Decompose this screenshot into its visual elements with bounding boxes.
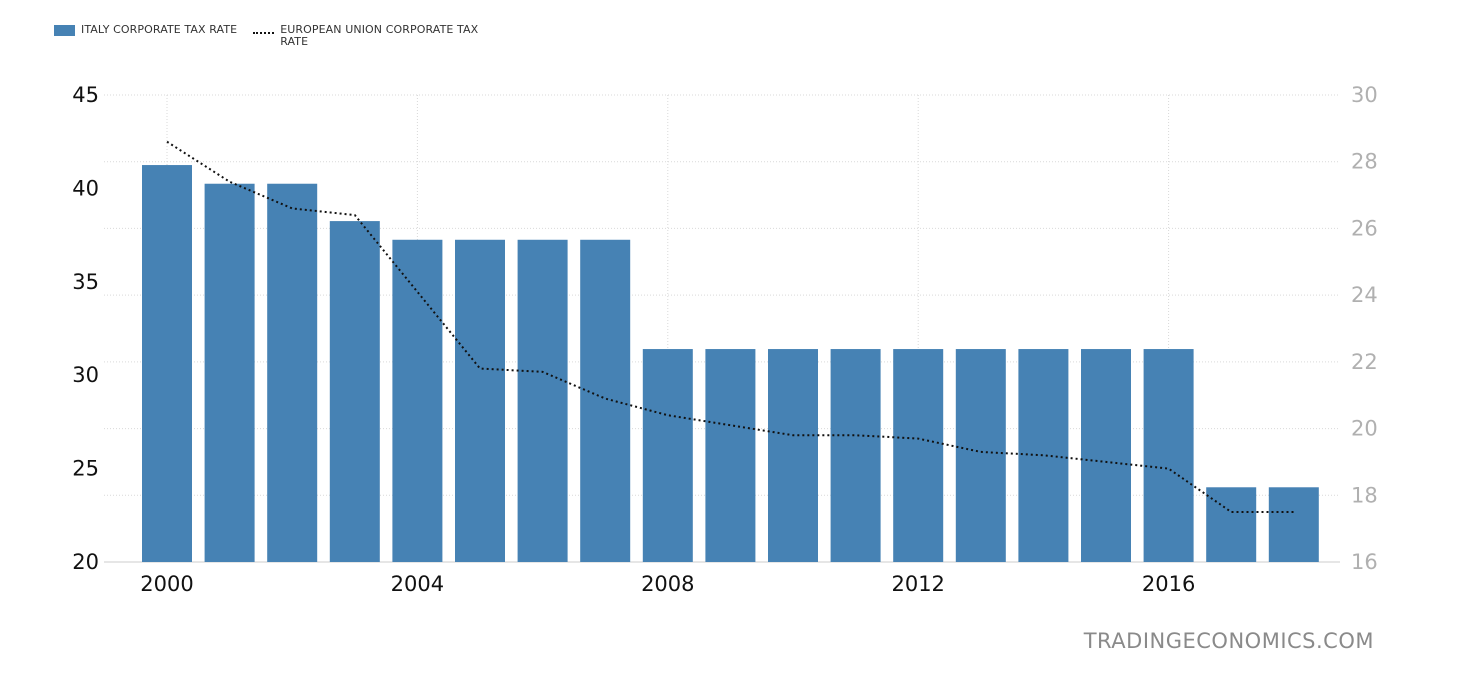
- legend-label-italy: ITALY CORPORATE TAX RATE: [81, 23, 238, 36]
- line-series: [166, 140, 1294, 513]
- bar-2011[interactable]: [830, 349, 881, 562]
- legend-swatch-bar: [54, 25, 75, 36]
- y-left-tick-label: 25: [72, 457, 99, 481]
- x-tick-label: 2012: [891, 572, 944, 596]
- bar-2016[interactable]: [1143, 349, 1194, 562]
- y-right-tick-label: 26: [1351, 216, 1378, 240]
- y-right-tick-label: 30: [1351, 83, 1378, 107]
- legend-swatch-line: [253, 32, 275, 34]
- bar-2001[interactable]: [204, 183, 255, 563]
- y-left-tick-label: 30: [72, 363, 99, 387]
- bar-2007[interactable]: [580, 239, 631, 562]
- bar-2003[interactable]: [329, 221, 380, 562]
- x-tick-label: 2004: [391, 572, 444, 596]
- watermark: TRADINGECONOMICS.COM: [1083, 629, 1374, 653]
- x-tick-label: 2016: [1142, 572, 1195, 596]
- legend-item-italy[interactable]: ITALY CORPORATE TAX RATE: [54, 24, 237, 36]
- bar-2013[interactable]: [955, 349, 1006, 562]
- bar-2015[interactable]: [1081, 349, 1131, 562]
- y-right-tick-label: 16: [1351, 550, 1378, 574]
- y-left-tick-label: 20: [72, 550, 99, 574]
- bar-2017[interactable]: [1206, 487, 1257, 562]
- bar-2012[interactable]: [893, 349, 944, 562]
- x-tick-label: 2000: [140, 572, 193, 596]
- y-right-tick-label: 20: [1351, 417, 1378, 441]
- legend-label-eu: EUROPEAN UNION CORPORATE TAX RATE: [280, 23, 479, 48]
- y-right-tick-label: 24: [1351, 283, 1378, 307]
- legend: ITALY CORPORATE TAX RATE EUROPEAN UNION …: [54, 24, 496, 48]
- y-left-tick-label: 45: [72, 83, 99, 107]
- bar-2014[interactable]: [1018, 349, 1069, 562]
- y-left-tick-label: 35: [72, 270, 99, 294]
- bar-2002[interactable]: [267, 183, 318, 563]
- bar-2008[interactable]: [642, 349, 693, 562]
- x-tick-label: 2008: [641, 572, 694, 596]
- y-right-tick-label: 18: [1351, 483, 1378, 507]
- y-left-tick-label: 40: [72, 176, 99, 200]
- legend-item-eu[interactable]: EUROPEAN UNION CORPORATE TAX RATE: [253, 24, 480, 48]
- bar-2004[interactable]: [392, 239, 443, 562]
- y-right-tick-label: 22: [1351, 350, 1378, 374]
- bar-2006[interactable]: [517, 239, 568, 562]
- bar-2009[interactable]: [705, 349, 756, 562]
- bar-series: [142, 165, 1319, 563]
- bar-2000[interactable]: [142, 165, 192, 563]
- bar-2010[interactable]: [768, 349, 818, 562]
- bar-2005[interactable]: [455, 239, 505, 562]
- bar-2018[interactable]: [1268, 487, 1319, 562]
- y-right-tick-label: 28: [1351, 150, 1378, 174]
- axis-ticks: 20 25 30 35 40 45 16 18 20 22 24 26 28 30 2000 2004 2008…: [72, 83, 1377, 596]
